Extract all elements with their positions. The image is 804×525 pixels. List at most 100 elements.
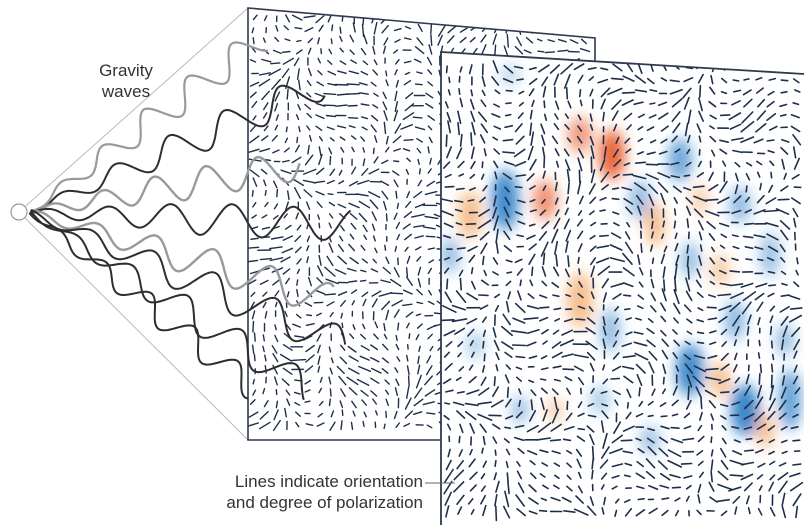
polarization-tick bbox=[262, 112, 268, 119]
polarization-tick bbox=[745, 162, 753, 167]
polarization-tick bbox=[717, 470, 729, 481]
polarization-tick bbox=[494, 505, 498, 522]
polarization-tick bbox=[672, 302, 681, 315]
polarization-tick bbox=[590, 145, 595, 159]
polarization-tick bbox=[781, 282, 788, 286]
polarization-tick bbox=[285, 14, 291, 23]
polarization-tick bbox=[274, 301, 278, 308]
polarization-tick bbox=[721, 437, 727, 445]
polarization-tick bbox=[529, 459, 536, 466]
polarization-tick bbox=[672, 122, 681, 134]
polarization-tick bbox=[280, 169, 292, 175]
polarization-tick bbox=[569, 39, 579, 44]
polarization-tick bbox=[424, 215, 439, 220]
polarization-tick bbox=[717, 293, 732, 297]
polarization-tick bbox=[477, 413, 493, 422]
polarization-tick bbox=[526, 341, 537, 347]
polarization-tick bbox=[577, 243, 583, 253]
polarization-tick bbox=[445, 340, 453, 348]
gravity-waves-label: Gravity waves bbox=[86, 60, 166, 102]
polarization-tick bbox=[661, 338, 670, 348]
polarization-tick bbox=[516, 470, 523, 480]
polarization-tick bbox=[404, 71, 411, 76]
polarization-tick bbox=[304, 379, 311, 385]
polarization-tick bbox=[720, 352, 729, 362]
polarization-tick bbox=[326, 301, 335, 307]
polarization-tick bbox=[294, 144, 300, 153]
polarization-tick bbox=[567, 100, 572, 109]
polarization-tick bbox=[444, 468, 454, 483]
polarization-tick bbox=[792, 78, 800, 84]
polarization-tick bbox=[612, 63, 623, 72]
polarization-tick bbox=[757, 98, 766, 108]
polarization-tick bbox=[248, 422, 259, 428]
polarization-tick bbox=[457, 110, 462, 125]
polarization-tick bbox=[505, 218, 513, 231]
polarization-tick bbox=[483, 269, 488, 277]
polarization-tick bbox=[320, 48, 323, 55]
polarization-tick bbox=[622, 282, 634, 288]
polarization-tick bbox=[406, 255, 411, 264]
polarization-tick bbox=[624, 241, 634, 254]
polarization-tick bbox=[756, 423, 767, 431]
polarization-tick bbox=[502, 505, 511, 519]
polarization-tick bbox=[349, 333, 355, 339]
polarization-tick bbox=[492, 60, 499, 74]
polarization-tick bbox=[441, 304, 457, 314]
polarization-tick bbox=[480, 242, 488, 255]
polarization-tick bbox=[661, 509, 669, 517]
polarization-tick bbox=[447, 89, 451, 96]
polarization-tick bbox=[657, 101, 668, 106]
polarization-tick bbox=[646, 77, 655, 85]
polarization-tick bbox=[402, 303, 413, 307]
polarization-tick bbox=[514, 161, 527, 167]
polarization-tick bbox=[686, 330, 693, 335]
polarization-tick bbox=[504, 113, 512, 117]
polarization-tick bbox=[588, 305, 594, 312]
polarization-tick bbox=[480, 34, 487, 43]
polarization-tick bbox=[459, 423, 464, 434]
polarization-tick bbox=[272, 419, 281, 432]
polarization-tick bbox=[282, 57, 294, 65]
polarization-tick bbox=[710, 413, 715, 421]
polarization-tick bbox=[336, 125, 347, 129]
polarization-tick bbox=[704, 367, 719, 371]
polarization-tick bbox=[456, 494, 465, 506]
polarization-tick bbox=[766, 256, 775, 262]
polarization-tick bbox=[754, 411, 765, 423]
polarization-tick bbox=[274, 102, 279, 112]
polarization-tick bbox=[731, 209, 742, 215]
polarization-tick bbox=[602, 432, 608, 449]
polarization-tick bbox=[781, 505, 787, 519]
polarization-tick bbox=[348, 70, 359, 75]
polarization-tick bbox=[586, 425, 595, 433]
polarization-tick bbox=[626, 221, 631, 228]
polarization-tick bbox=[467, 245, 478, 252]
polarization-tick bbox=[446, 14, 456, 22]
polarization-tick bbox=[453, 469, 465, 481]
polarization-tick bbox=[560, 62, 574, 75]
polarization-tick bbox=[663, 245, 668, 253]
polarization-tick bbox=[686, 374, 693, 388]
polarization-tick bbox=[360, 47, 367, 56]
polarization-tick bbox=[600, 420, 605, 433]
polarization-tick bbox=[682, 187, 692, 191]
polarization-tick bbox=[650, 292, 657, 302]
temperature-spot bbox=[729, 187, 751, 223]
polarization-tick bbox=[790, 114, 801, 119]
polarization-tick bbox=[779, 305, 790, 313]
polarization-tick bbox=[696, 123, 702, 134]
polarization-tick bbox=[492, 271, 499, 276]
polarization-tick bbox=[709, 86, 716, 95]
polarization-tick bbox=[482, 460, 488, 468]
polarization-tick bbox=[733, 339, 738, 347]
polarization-tick bbox=[704, 376, 722, 381]
polarization-tick bbox=[515, 135, 525, 145]
polarization-tick bbox=[500, 325, 514, 337]
polarization-tick bbox=[313, 180, 326, 184]
polarization-tick bbox=[577, 74, 584, 84]
polarization-tick bbox=[588, 183, 596, 195]
polarization-tick bbox=[276, 188, 279, 198]
polarization-tick bbox=[602, 316, 606, 326]
polarization-tick bbox=[646, 339, 656, 348]
